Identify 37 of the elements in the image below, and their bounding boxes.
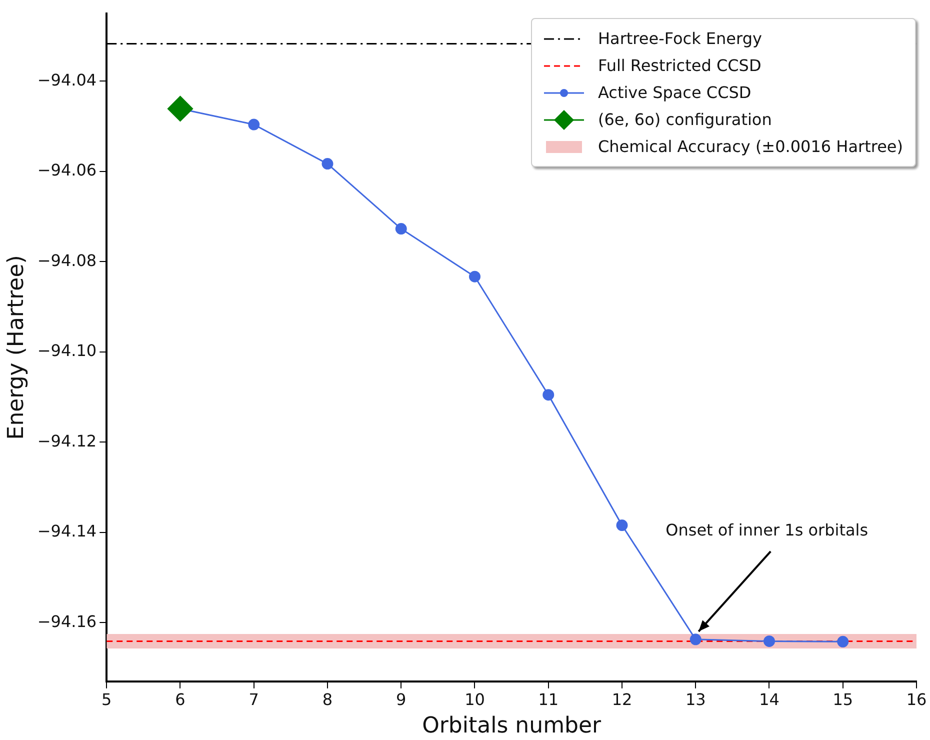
x-tick-label: 16 [906, 690, 927, 710]
x-tick-label: 11 [538, 690, 559, 710]
x-tick-label: 6 [175, 690, 186, 710]
point [395, 223, 407, 235]
y-tick-label: −94.10 [37, 341, 97, 360]
y-tick-label: −94.08 [37, 250, 97, 270]
x-tick-label: 10 [464, 690, 485, 710]
x-tick-label: 5 [102, 690, 112, 710]
point [837, 636, 849, 648]
x-tick-label: 14 [759, 690, 780, 710]
point [468, 270, 480, 282]
ref-line-label: Hartree-Fock Energy [598, 29, 762, 48]
point [322, 158, 334, 170]
legend-label: (6e, 6o) configuration [598, 110, 772, 129]
y-tick-label: −94.06 [37, 160, 97, 180]
y-tick-label: −94.04 [37, 70, 97, 90]
point [248, 118, 260, 130]
legend-label: Active Space CCSD [598, 83, 752, 102]
annotation: Onset of inner 1s orbitals [666, 520, 868, 540]
x-tick-label: 8 [322, 690, 333, 710]
y-axis-title: Energy (Hartree) [4, 255, 29, 440]
y-tick-label: −94.14 [37, 522, 97, 541]
point [690, 634, 702, 646]
x-tick-label: 12 [612, 690, 632, 710]
x-axis-title: Orbitals number [422, 714, 602, 739]
x-tick-label: 13 [685, 690, 706, 710]
point [167, 96, 193, 122]
legend-label: Full Restricted CCSD [598, 56, 762, 75]
y-tick-label: −94.16 [37, 612, 97, 631]
legend-label: Chemical Accuracy (±0.0016 Hartree) [598, 137, 903, 156]
point [616, 520, 628, 532]
x-tick-label: 9 [396, 690, 406, 710]
point [763, 635, 775, 647]
x-tick-label: 7 [248, 690, 259, 710]
y-tick-label: −94.12 [37, 431, 97, 450]
point [542, 389, 554, 401]
x-tick-label: 15 [832, 690, 854, 710]
